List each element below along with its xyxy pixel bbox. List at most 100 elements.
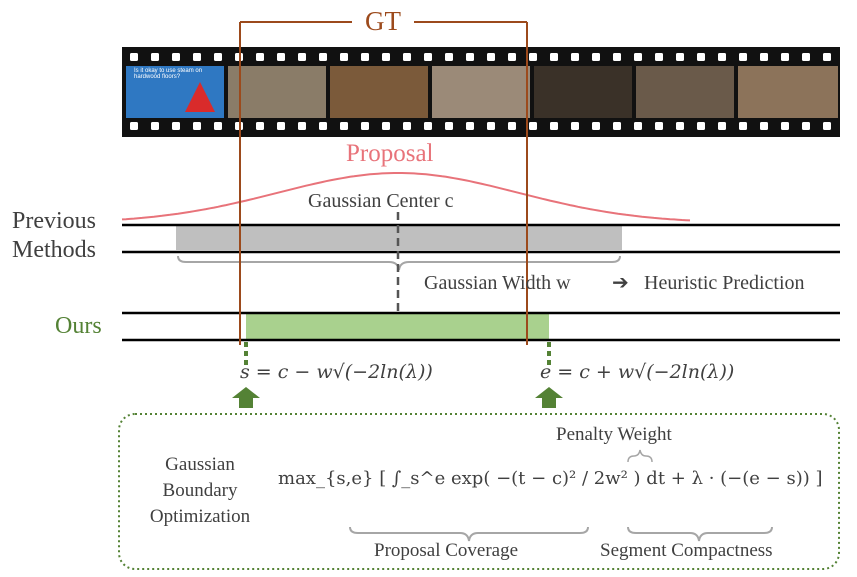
film-hole <box>319 122 327 130</box>
film-hole <box>361 122 369 130</box>
start-formula: s = c − w√(−2ln(λ)) <box>240 361 433 383</box>
film-hole <box>571 53 579 61</box>
previous-methods-label-2: Methods <box>12 237 96 263</box>
film-hole <box>592 53 600 61</box>
film-hole <box>361 53 369 61</box>
film-hole <box>634 53 642 61</box>
film-hole <box>634 122 642 130</box>
film-hole <box>739 53 747 61</box>
film-hole <box>445 53 453 61</box>
optimization-label: Gaussian Boundary Optimization <box>140 452 260 530</box>
film-hole <box>781 53 789 61</box>
film-hole <box>487 122 495 130</box>
penalty-brace <box>627 449 653 463</box>
film-hole <box>487 53 495 61</box>
film-hole <box>613 122 621 130</box>
film-hole <box>403 122 411 130</box>
end-formula: e = c + w√(−2ln(λ)) <box>540 361 735 383</box>
frame-4 <box>432 66 530 118</box>
film-hole <box>340 122 348 130</box>
film-hole <box>277 53 285 61</box>
compactness-brace <box>627 526 773 542</box>
film-hole <box>172 122 180 130</box>
film-hole <box>424 53 432 61</box>
film-strip <box>122 47 840 137</box>
film-hole <box>403 53 411 61</box>
previous-methods-label-1: Previous <box>12 208 96 234</box>
film-hole <box>529 53 537 61</box>
film-hole <box>256 53 264 61</box>
film-hole <box>655 122 663 130</box>
objective-formula: max_{s,e} [ ∫_s^e exp( −(t − c)² / 2w² )… <box>278 468 823 489</box>
film-hole <box>340 53 348 61</box>
proposal-gaussian-curve <box>121 172 691 222</box>
gt-label: GT <box>365 6 401 36</box>
film-hole <box>130 53 138 61</box>
frame-2 <box>228 66 326 118</box>
film-hole <box>445 122 453 130</box>
film-hole <box>781 122 789 130</box>
film-hole <box>697 122 705 130</box>
film-hole <box>319 53 327 61</box>
start-up-arrow-icon <box>232 387 260 408</box>
film-hole <box>718 122 726 130</box>
frame-caption: Is it okay to use steam on hardwood floo… <box>134 68 203 80</box>
film-hole <box>676 122 684 130</box>
optimization-label-line: Optimization <box>149 506 251 527</box>
bissell-logo-icon <box>185 82 215 112</box>
segment-compactness-label: Segment Compactness <box>600 540 773 561</box>
film-hole <box>256 122 264 130</box>
gaussian-center-label: Gaussian Center c <box>308 190 454 212</box>
film-hole <box>214 53 222 61</box>
film-hole <box>298 122 306 130</box>
optimization-box <box>118 413 840 570</box>
film-hole <box>193 122 201 130</box>
ours-label: Ours <box>55 313 102 339</box>
film-hole <box>151 122 159 130</box>
penalty-weight-label: Penalty Weight <box>556 424 672 445</box>
film-hole <box>592 122 600 130</box>
film-hole <box>550 53 558 61</box>
film-hole <box>466 122 474 130</box>
film-hole <box>739 122 747 130</box>
proposal-coverage-label: Proposal Coverage <box>374 540 519 561</box>
film-hole <box>802 122 810 130</box>
film-hole <box>508 122 516 130</box>
film-hole <box>466 53 474 61</box>
film-hole <box>760 122 768 130</box>
film-hole <box>382 122 390 130</box>
film-hole <box>508 53 516 61</box>
film-hole <box>823 53 831 61</box>
optimization-label-line: Boundary <box>162 480 238 501</box>
arrow-right-icon: ➔ <box>612 272 629 294</box>
film-hole <box>718 53 726 61</box>
film-hole <box>613 53 621 61</box>
proposal-label: Proposal <box>346 140 434 167</box>
film-hole <box>193 53 201 61</box>
heuristic-prediction-label: Heuristic Prediction <box>644 272 805 294</box>
film-hole <box>823 122 831 130</box>
film-hole <box>676 53 684 61</box>
ours-prediction-bar <box>246 314 549 339</box>
film-hole <box>760 53 768 61</box>
gaussian-width-label: Gaussian Width w <box>424 272 571 294</box>
film-hole <box>298 53 306 61</box>
film-hole <box>529 122 537 130</box>
film-hole <box>697 53 705 61</box>
film-hole <box>571 122 579 130</box>
film-hole <box>655 53 663 61</box>
film-hole <box>277 122 285 130</box>
film-hole <box>424 122 432 130</box>
film-hole <box>382 53 390 61</box>
film-hole <box>172 53 180 61</box>
film-hole <box>151 53 159 61</box>
frame-3 <box>330 66 428 118</box>
optimization-label-line: Gaussian <box>165 454 235 475</box>
end-up-arrow-icon <box>535 387 563 408</box>
frame-7 <box>738 66 838 118</box>
film-hole <box>802 53 810 61</box>
film-hole <box>550 122 558 130</box>
film-hole <box>214 122 222 130</box>
